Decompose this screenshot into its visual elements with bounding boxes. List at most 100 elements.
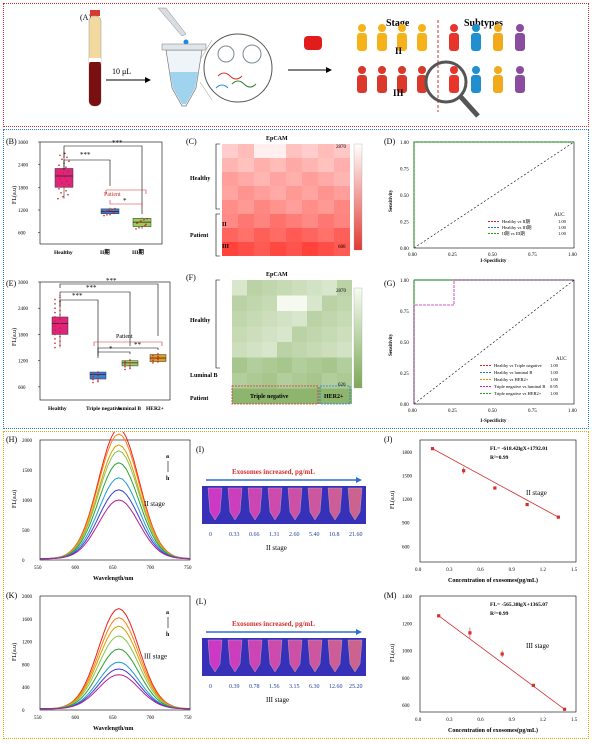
- box-point: [61, 158, 63, 161]
- panel-e-patient: Patient: [116, 334, 133, 340]
- box-point: [61, 182, 63, 184]
- vial-value: 21.60: [349, 532, 363, 538]
- xtick: 0.9: [509, 568, 516, 573]
- xlabel: Concentration of exosomes(pg/mL): [448, 727, 538, 734]
- heatmap-cell: [254, 242, 270, 256]
- heatmap-cell: [307, 342, 322, 358]
- box-point: [138, 226, 140, 229]
- vial-icon: [227, 639, 243, 673]
- heatmap-cell: [277, 280, 292, 296]
- vial-icon: [307, 639, 323, 673]
- heatmap-cell: [254, 228, 270, 242]
- plot-frame: [419, 439, 577, 563]
- heatmap-cell: [232, 373, 247, 389]
- heatmap-cell: [302, 214, 318, 228]
- heatmap-cell: [334, 228, 350, 242]
- heatmap-cell: [247, 357, 262, 373]
- r-squared: R²=0.99: [490, 611, 509, 617]
- vial-value: 5.40: [309, 532, 320, 538]
- box-point: [139, 221, 141, 223]
- panel-g-xtick: 0.50: [488, 409, 497, 414]
- vial-value: 0.78: [249, 684, 260, 690]
- heatmap-cell: [238, 158, 254, 172]
- ytick: 0: [22, 709, 25, 714]
- series-mark-a: a: [166, 454, 169, 460]
- box-point: [54, 338, 56, 340]
- panel-label: (K): [6, 591, 17, 600]
- person-body-icon: [377, 33, 387, 51]
- xtick: 600: [72, 716, 80, 721]
- ytick: 2000: [22, 439, 33, 444]
- box-point: [54, 320, 56, 323]
- data-point: [430, 447, 435, 451]
- box-point: [92, 378, 94, 381]
- heatmap-cell: [270, 186, 286, 200]
- person-body-icon: [493, 75, 503, 93]
- heatmap-cell: [302, 242, 318, 256]
- xlabel: Wavelength/nm: [93, 576, 133, 582]
- ytick: 800: [402, 677, 410, 682]
- heatmap-cell: [262, 326, 277, 342]
- ytick: 0: [22, 559, 25, 564]
- person-head-icon: [418, 24, 426, 32]
- box-point: [157, 358, 159, 360]
- panel-d-legend-title: AUC: [554, 213, 565, 218]
- heatmap-cell: [337, 342, 352, 358]
- panel-g-legend-title: AUC: [556, 357, 567, 362]
- box-point: [157, 353, 159, 355]
- heatmap-cell: [302, 228, 318, 242]
- ytick: 600: [402, 704, 410, 709]
- person-head-icon: [516, 66, 524, 74]
- volume-label: 10 μL: [112, 67, 131, 76]
- panel-d-legend-auc: 1.00: [558, 231, 567, 236]
- heatmap-cell: [292, 280, 307, 296]
- box-point: [124, 360, 126, 363]
- panel-d-ytick: 0.75: [400, 168, 409, 173]
- panel-g-xtick: 1.00: [568, 409, 577, 414]
- ylabel: FL(a.u): [389, 644, 396, 662]
- panel-i-vials: (I) Exosomes increased, pg/mL 0 0.33 0.66 1.3…: [196, 445, 366, 552]
- ytick: 1200: [402, 622, 413, 627]
- stage-mark-iii: III: [393, 88, 404, 98]
- heatmap-cell: [262, 280, 277, 296]
- heatmap-cell: [322, 388, 337, 404]
- xtick: 750: [184, 716, 192, 721]
- panel-f-row-healthy: Healthy: [190, 318, 210, 324]
- person-body-icon: [397, 75, 407, 93]
- ytick: 1200: [22, 641, 33, 646]
- panel-g-legend-name: Triple negative vs luminal B: [494, 384, 545, 389]
- panel-f-scale-min: 620: [338, 383, 346, 388]
- panel-g-legend-name: Healthy vs HER2+: [494, 377, 529, 382]
- box-point: [68, 184, 70, 186]
- heatmap-cell: [292, 326, 307, 342]
- heatmap-cell: [337, 311, 352, 327]
- heatmap-cell: [262, 357, 277, 373]
- xtick: 0.9: [509, 718, 516, 723]
- box-point: [92, 376, 94, 378]
- heatmap-cell: [232, 326, 247, 342]
- vials-title: Exosomes increased, pg/mL: [232, 468, 315, 476]
- panel-g-legend-auc: 1.00: [550, 363, 559, 368]
- box-body: [51, 316, 69, 335]
- person-body-icon: [493, 33, 503, 51]
- box-point: [54, 307, 56, 310]
- heatmap-cell: [238, 172, 254, 186]
- panel-g-xtick: 0.75: [528, 409, 537, 414]
- series-mark-h: h: [166, 632, 170, 638]
- fluorescence-signal: [304, 36, 322, 50]
- data-point: [562, 707, 567, 711]
- sig-bracket: [59, 291, 131, 346]
- vials-stage: II stage: [266, 544, 287, 552]
- panel-d-ytick: 0.25: [400, 221, 409, 226]
- vial-icon: [247, 639, 263, 673]
- panel-c-heatmap: (C) EpCAM Healthy II Patient III 2870 68…: [186, 136, 363, 257]
- heatmap-cell: [277, 295, 292, 311]
- person-head-icon: [450, 24, 458, 32]
- heatmap-cell: [222, 242, 238, 256]
- heatmap-cell: [318, 242, 334, 256]
- box-point: [59, 344, 61, 347]
- box-point: [59, 331, 61, 334]
- box-point: [63, 186, 65, 188]
- box-point: [65, 189, 67, 192]
- spectrum-line: [40, 674, 191, 710]
